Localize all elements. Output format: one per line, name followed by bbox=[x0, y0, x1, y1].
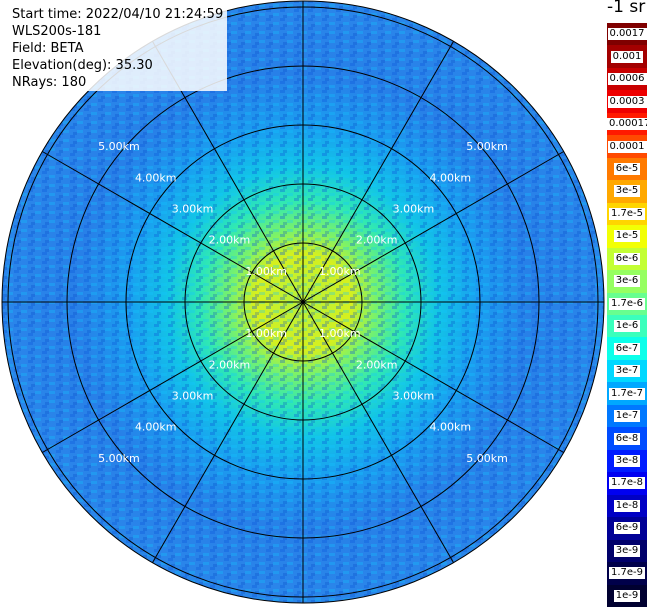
colorbar-label: 6e-8 bbox=[613, 432, 641, 445]
range-label: 4.00km bbox=[429, 421, 471, 434]
azimuth-line bbox=[302, 301, 564, 453]
azimuth-spokes bbox=[2, 1, 604, 603]
range-label: 5.00km bbox=[466, 140, 508, 153]
colorbar-label: 1.7e-5 bbox=[608, 207, 646, 220]
colorbar-cell: 1e-8 bbox=[607, 494, 647, 518]
colorbar-cell: 1e-6 bbox=[607, 315, 647, 338]
colorbar-label: 1.7e-9 bbox=[608, 567, 646, 580]
colorbar-cell: 1.7e-6 bbox=[607, 292, 647, 315]
range-label: 3.00km bbox=[393, 389, 435, 402]
colorbar-cell: 1e-7 bbox=[607, 404, 647, 428]
colorbar-label: 3e-6 bbox=[613, 275, 641, 288]
colorbar-label: 1.7e-6 bbox=[608, 297, 646, 310]
azimuth-line bbox=[152, 301, 304, 563]
colorbar-cell: 1e-5 bbox=[607, 225, 647, 248]
azimuth-line bbox=[42, 151, 304, 303]
colorbar-cell: 1.7e-9 bbox=[607, 562, 647, 585]
range-label: 1.00km bbox=[245, 265, 287, 278]
colorbar-cell: 6e-7 bbox=[607, 337, 647, 360]
range-label: 3.00km bbox=[393, 203, 435, 216]
colorbar-cell: 1.7e-8 bbox=[607, 472, 647, 495]
colorbar-label: 1e-9 bbox=[613, 589, 641, 602]
elevation: Elevation(deg): 35.30 bbox=[12, 58, 153, 73]
range-label: 2.00km bbox=[356, 234, 398, 247]
colorbar-label: 0.0006 bbox=[607, 73, 647, 86]
colorbar-cell: 3e-6 bbox=[607, 270, 647, 293]
range-label: 4.00km bbox=[135, 171, 177, 184]
range-label: 2.00km bbox=[209, 358, 251, 371]
colorbar-label: 3e-8 bbox=[613, 454, 641, 467]
colorbar-unit: -1 sr bbox=[607, 0, 646, 17]
colorbar-label: 0.00017 bbox=[607, 118, 647, 131]
colorbar-cell: 1.7e-7 bbox=[607, 382, 647, 405]
colorbar-label: 1.7e-7 bbox=[608, 387, 646, 400]
colorbar-cell: 3e-9 bbox=[607, 539, 647, 563]
nrays: NRays: 180 bbox=[12, 75, 87, 90]
range-label: 2.00km bbox=[356, 358, 398, 371]
colorbar-label: 0.001 bbox=[610, 50, 644, 63]
range-label: 4.00km bbox=[135, 421, 177, 434]
range-label: 5.00km bbox=[466, 452, 508, 465]
azimuth-line bbox=[42, 301, 304, 453]
colorbar-label: 1e-6 bbox=[613, 320, 641, 333]
colorbar-label: 1e-7 bbox=[613, 410, 641, 423]
colorbar-label: 6e-6 bbox=[613, 252, 641, 265]
colorbar-cell: 3e-5 bbox=[607, 180, 647, 203]
colorbar-cell: 6e-8 bbox=[607, 427, 647, 450]
colorbar-cell: 0.001 bbox=[607, 45, 647, 68]
colorbar-cell: 0.00017 bbox=[607, 112, 647, 136]
colorbar-cell: 0.0003 bbox=[607, 90, 647, 113]
colorbar-cell: 1e-9 bbox=[607, 584, 647, 607]
colorbar-label: 0.0001 bbox=[607, 140, 647, 153]
range-labels: 1.00km 1.00km 1.00km 1.00km 2.00km 2.00km 2.00… bbox=[98, 140, 508, 465]
colorbar-label: 6e-7 bbox=[613, 342, 641, 355]
colorbar-label: 1.7e-8 bbox=[608, 477, 646, 490]
scan-info: Start time: 2022/04/10 21:24:59 WLS200s-… bbox=[8, 6, 228, 91]
colorbar-cell: 3e-7 bbox=[607, 359, 647, 383]
colorbar-label: 3e-9 bbox=[613, 544, 641, 557]
range-label: 4.00km bbox=[429, 171, 471, 184]
colorbar-label: 3e-7 bbox=[613, 365, 641, 378]
range-label: 1.00km bbox=[245, 327, 287, 340]
colorbar-cell: 0.0006 bbox=[607, 67, 647, 91]
colorbar-label: 6e-5 bbox=[613, 162, 641, 175]
field-name: Field: BETA bbox=[12, 41, 84, 56]
colorbar-label: 6e-9 bbox=[613, 522, 641, 535]
colorbar-cell: 3e-8 bbox=[607, 449, 647, 473]
colorbar-cell: 6e-6 bbox=[607, 247, 647, 271]
azimuth-line bbox=[302, 301, 454, 563]
colorbar-cell: 0.0017 bbox=[607, 23, 647, 46]
colorbar-label: 1e-5 bbox=[613, 230, 641, 243]
range-label: 3.00km bbox=[172, 389, 214, 402]
colorbar-cell: 1.7e-5 bbox=[607, 202, 647, 226]
azimuth-line bbox=[302, 151, 564, 303]
colorbar-label: 0.0017 bbox=[607, 28, 647, 41]
range-label: 5.00km bbox=[98, 140, 140, 153]
azimuth-line bbox=[302, 41, 454, 303]
instrument-name: WLS200s-181 bbox=[12, 24, 102, 39]
start-time: Start time: 2022/04/10 21:24:59 bbox=[12, 7, 224, 22]
colorbar-cell: 0.0001 bbox=[607, 135, 647, 158]
range-label: 5.00km bbox=[98, 452, 140, 465]
range-label: 2.00km bbox=[209, 234, 251, 247]
colorbar-cell: 6e-5 bbox=[607, 157, 647, 181]
colorbar-label: 3e-5 bbox=[613, 185, 641, 198]
range-label: 1.00km bbox=[319, 327, 361, 340]
range-label: 1.00km bbox=[319, 265, 361, 278]
colorbar-label: 0.0003 bbox=[607, 95, 647, 108]
colorbar-label: 1e-8 bbox=[613, 499, 641, 512]
colorbar-cell: 6e-9 bbox=[607, 517, 647, 540]
range-label: 3.00km bbox=[172, 203, 214, 216]
